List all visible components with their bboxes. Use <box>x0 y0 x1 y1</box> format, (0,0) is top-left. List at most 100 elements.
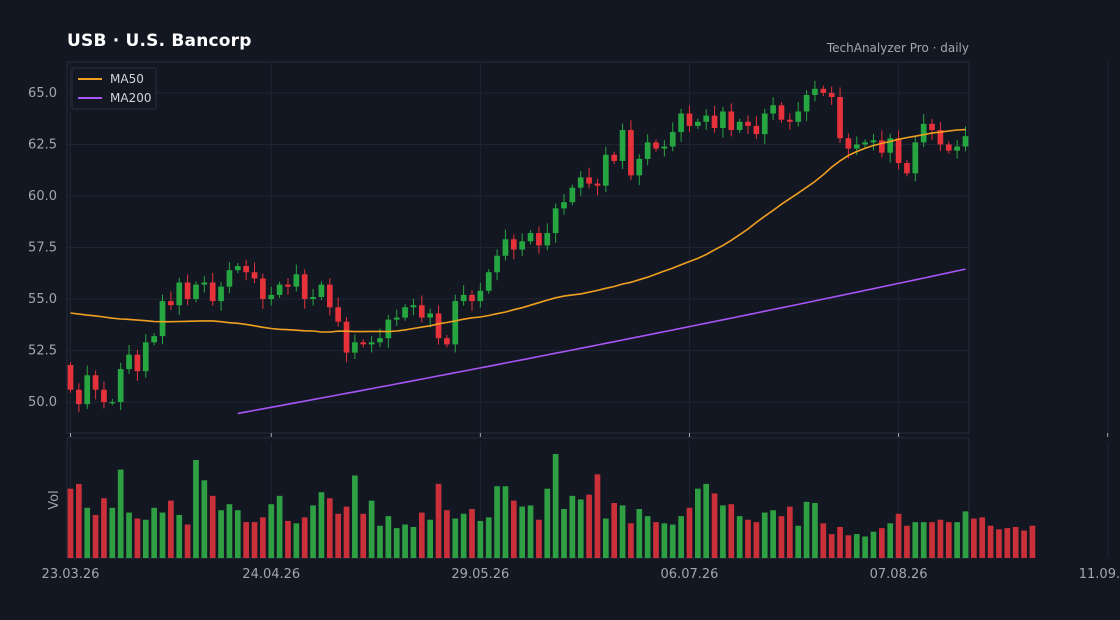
candle-body <box>920 123 927 143</box>
candle-body <box>226 270 233 287</box>
candle-body <box>887 138 894 153</box>
volume-bar <box>494 486 500 558</box>
candle-body <box>293 274 300 287</box>
volume-bar <box>544 488 551 558</box>
candle-body <box>510 239 517 250</box>
volume-bar <box>460 513 467 558</box>
volume-bar <box>318 492 325 558</box>
volume-bar <box>753 522 760 558</box>
volume-bar <box>126 512 132 558</box>
date-tick-label: 07.08.26 <box>870 567 928 582</box>
volume-bar <box>962 511 969 558</box>
volume-bar <box>142 519 149 558</box>
candle-body <box>460 294 467 302</box>
volume-bar <box>343 506 350 558</box>
candle-body <box>845 138 852 149</box>
candle-body <box>602 154 609 186</box>
volume-bar <box>427 519 434 558</box>
candle-body <box>477 290 484 302</box>
candle-body <box>435 313 442 339</box>
candle-body <box>644 142 651 159</box>
volume-bar <box>360 513 367 558</box>
volume-bar <box>979 517 986 558</box>
candle-body <box>134 354 141 372</box>
price-panel-frame <box>66 61 970 434</box>
candle-body <box>904 162 910 174</box>
candle-body <box>669 132 676 147</box>
candle-body <box>201 282 208 285</box>
volume-bar <box>260 517 266 558</box>
volume-bar <box>870 531 877 558</box>
candle-body <box>469 294 475 302</box>
volume-bar <box>937 519 944 558</box>
volume-bar <box>787 506 793 558</box>
volume-bar <box>193 459 199 558</box>
candle-body <box>812 88 818 95</box>
candle-body <box>728 111 735 131</box>
candle-body <box>92 375 99 390</box>
date-tick-label: 29.05.26 <box>451 567 509 582</box>
volume-bar <box>929 522 935 558</box>
candle-body <box>502 239 509 256</box>
volume-bar <box>527 505 534 558</box>
candle-body <box>310 296 316 300</box>
legend-ma200-label: MA200 <box>110 91 151 105</box>
candle-body <box>552 208 559 234</box>
date-axis-ticks: 23.03.26 24.04.26 29.05.26 06.07.26 07.08.26… <box>42 433 1120 582</box>
volume-bar <box>117 469 124 558</box>
candlesticks <box>67 80 969 413</box>
volume-bar <box>285 520 291 558</box>
volume-bar <box>552 454 559 558</box>
candle-body <box>544 233 551 246</box>
candle-body <box>795 111 802 122</box>
volume-bar <box>745 519 751 558</box>
volume-bar <box>92 514 99 558</box>
candle-body <box>159 301 166 337</box>
volume-bar <box>168 500 174 558</box>
candle-body <box>870 140 877 143</box>
volume-bar <box>234 510 241 558</box>
candle-body <box>736 121 743 131</box>
volume-bar <box>795 525 802 558</box>
candle-body <box>418 305 425 318</box>
volume-bar <box>778 516 785 558</box>
volume-bar <box>720 505 726 558</box>
volume-bar <box>619 505 626 558</box>
volume-bar <box>577 499 584 558</box>
candle-body <box>945 144 952 151</box>
candle-body <box>377 338 383 343</box>
volume-bar <box>326 498 333 558</box>
volume-bar <box>628 523 634 558</box>
volume-bar <box>862 536 868 558</box>
candle-body <box>895 138 902 163</box>
candle-body <box>561 202 567 209</box>
candle-body <box>218 286 224 302</box>
ma50-line <box>70 128 966 333</box>
volume-bar <box>887 523 894 558</box>
price-axis-ticks: 50.0 52.5 55.0 57.5 60.0 62.5 65.0 <box>28 86 57 410</box>
candle-body <box>661 146 668 149</box>
candle-body <box>686 113 693 126</box>
volume-bar <box>803 501 810 558</box>
legend-ma50-label: MA50 <box>110 72 144 86</box>
volume-bar <box>402 524 408 558</box>
volume-bar <box>904 525 910 558</box>
volume-bar <box>418 512 425 558</box>
volume-bar <box>301 517 308 558</box>
candle-body <box>326 284 333 308</box>
volume-bar <box>661 523 668 558</box>
candle-body <box>912 142 919 174</box>
volume-bar <box>1012 526 1019 558</box>
date-tick-label: 06.07.26 <box>661 567 719 582</box>
candle-body <box>720 111 726 128</box>
candle-body <box>368 342 375 345</box>
candle-body <box>703 115 710 122</box>
candle-body <box>142 342 149 372</box>
price-tick-label: 57.5 <box>28 241 57 256</box>
candle-body <box>301 274 308 300</box>
date-tick-label: 23.03.26 <box>42 567 100 582</box>
candle-body <box>853 144 860 149</box>
volume-bar <box>1004 528 1011 558</box>
candle-body <box>151 336 157 343</box>
candle-body <box>268 294 275 300</box>
